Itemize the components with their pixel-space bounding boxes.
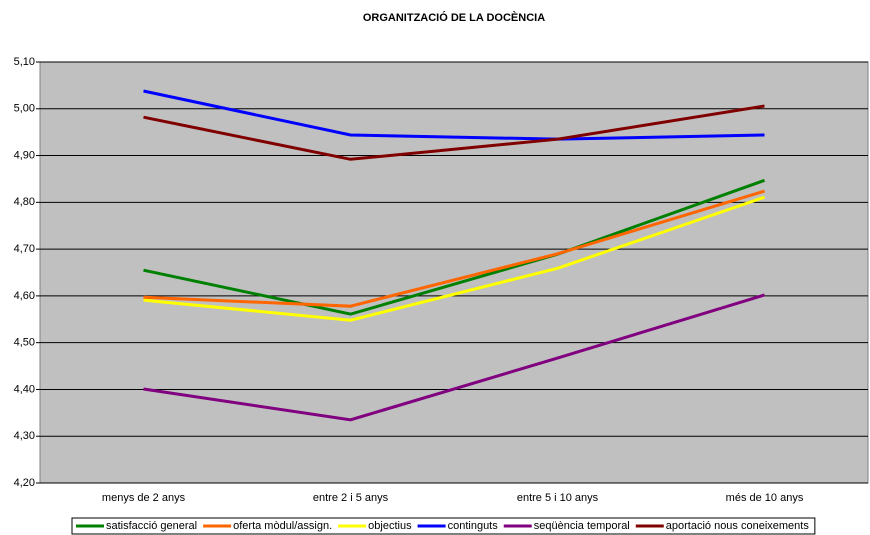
chart-title: ORGANITZACIÓ DE LA DOCÈNCIA xyxy=(363,11,545,24)
y-tick-label: 4,30 xyxy=(14,430,35,442)
series-line xyxy=(143,293,765,422)
y-tick-label: 4,40 xyxy=(14,383,35,395)
x-tick-label: menys de 2 anys xyxy=(102,492,186,504)
legend-label: continguts xyxy=(448,520,499,532)
legend-label: oferta mòdul/assign. xyxy=(233,520,332,532)
series-line xyxy=(143,189,765,308)
y-tick-label: 4,20 xyxy=(14,477,35,489)
series-line xyxy=(143,89,765,141)
x-tick-label: més de 10 anys xyxy=(726,492,804,504)
series-line xyxy=(143,104,765,161)
y-tick-label: 4,50 xyxy=(14,337,35,349)
legend-label: satisfacció general xyxy=(106,520,197,532)
x-tick-label: entre 2 i 5 anys xyxy=(313,492,389,504)
legend-label: aportació nous coneixements xyxy=(666,520,810,532)
y-tick-label: 4,80 xyxy=(14,196,35,208)
y-tick-label: 5,00 xyxy=(14,103,35,115)
plot-area xyxy=(39,61,869,484)
y-tick-label: 5,10 xyxy=(14,56,35,68)
legend-label: objectius xyxy=(368,520,412,532)
series-line xyxy=(143,178,766,316)
legend-label: seqüència temporal xyxy=(534,520,630,532)
series-line xyxy=(143,195,765,322)
y-tick-label: 4,90 xyxy=(14,149,35,161)
y-tick-label: 4,60 xyxy=(14,290,35,302)
x-tick-label: entre 5 i 10 anys xyxy=(517,492,599,504)
y-tick-label: 4,70 xyxy=(14,243,35,255)
